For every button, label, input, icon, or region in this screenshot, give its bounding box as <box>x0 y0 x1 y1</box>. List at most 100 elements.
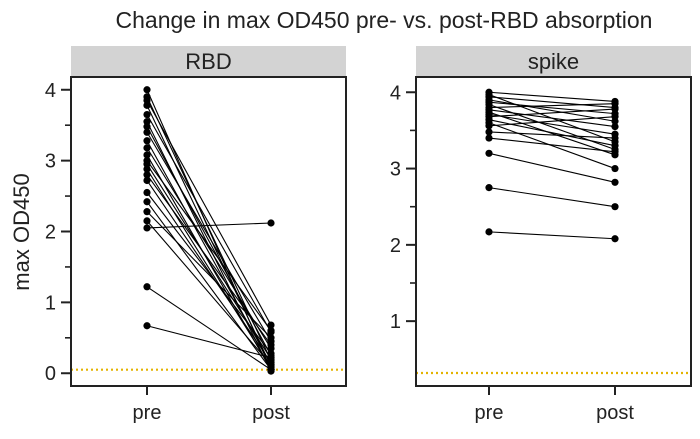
point-pre-rbd-20 <box>143 224 151 232</box>
pair-line-rbd-2 <box>146 100 272 326</box>
point-pre-rbd-2 <box>143 96 151 104</box>
strip-spike <box>416 46 691 77</box>
point-post-rbd-22 <box>267 354 275 362</box>
point-post-rbd-19 <box>267 361 275 369</box>
pair-line-spike-8 <box>488 111 616 156</box>
x-tick-label-spike-0: pre <box>475 402 504 424</box>
y-tick-label-rbd-4: 4 <box>45 80 56 102</box>
pair-line-rbd-4 <box>146 114 272 333</box>
point-pre-rbd-8 <box>143 137 151 145</box>
pair-line-spike-18 <box>488 231 616 240</box>
pair-line-rbd-16 <box>146 192 272 354</box>
point-post-spike-12 <box>611 164 619 173</box>
point-pre-rbd-3 <box>143 101 151 109</box>
point-post-spike-14 <box>611 134 619 142</box>
pair-line-rbd-6 <box>146 126 272 356</box>
pair-line-rbd-7 <box>146 131 272 342</box>
pair-line-rbd-18 <box>146 211 272 339</box>
pair-line-rbd-9 <box>146 147 272 349</box>
point-post-spike-11 <box>611 142 619 150</box>
pair-line-rbd-20 <box>146 222 272 229</box>
x-tick-label-spike-1: post <box>596 402 634 424</box>
pair-line-rbd-8 <box>146 140 272 366</box>
pair-line-rbd-19 <box>146 220 272 366</box>
point-pre-rbd-9 <box>143 144 151 152</box>
pair-line-spike-13 <box>488 116 616 127</box>
point-post-spike-16 <box>611 178 619 186</box>
y-tick-label-spike-1: 2 <box>390 235 401 257</box>
point-post-spike-13 <box>611 113 619 121</box>
y-tick-label-rbd-2: 2 <box>45 222 56 244</box>
point-pre-rbd-4 <box>143 110 151 119</box>
x-tick-label-rbd-0: pre <box>133 402 162 424</box>
pair-line-spike-14 <box>488 131 616 139</box>
point-pre-rbd-5 <box>143 118 151 126</box>
point-post-spike-6 <box>611 100 619 108</box>
point-post-rbd-21 <box>267 366 275 374</box>
point-post-rbd-14 <box>267 341 275 349</box>
point-pre-spike-16 <box>485 149 493 157</box>
point-pre-rbd-17 <box>143 198 151 206</box>
point-post-spike-15 <box>611 148 619 156</box>
strip-rbd <box>71 46 346 77</box>
point-pre-rbd-18 <box>143 208 151 216</box>
figure-title: Change in max OD450 pre- vs. post-RBD ab… <box>116 7 653 33</box>
point-pre-spike-17 <box>485 184 493 192</box>
point-pre-rbd-19 <box>143 217 151 225</box>
point-pre-rbd-6 <box>143 123 151 131</box>
point-pre-rbd-22 <box>143 322 151 330</box>
point-post-spike-17 <box>611 203 619 211</box>
pair-line-spike-9 <box>488 113 616 135</box>
point-pre-spike-14 <box>485 128 493 136</box>
strip-label-spike: spike <box>528 49 579 74</box>
point-post-rbd-2 <box>267 321 275 329</box>
x-tick-label-rbd-1: post <box>252 402 290 424</box>
point-post-rbd-20 <box>267 219 275 227</box>
pair-line-spike-17 <box>488 187 616 208</box>
pair-line-spike-4 <box>488 101 616 115</box>
pair-line-spike-2 <box>488 96 616 109</box>
y-tick-label-rbd-0: 0 <box>45 363 56 385</box>
pair-line-rbd-11 <box>146 160 272 332</box>
point-pre-rbd-7 <box>143 128 151 136</box>
pair-line-spike-5 <box>488 103 616 150</box>
axes-frame-spike <box>415 76 692 387</box>
point-pre-rbd-0 <box>143 86 151 94</box>
pair-line-spike-16 <box>488 152 616 183</box>
pair-line-rbd-13 <box>146 168 272 368</box>
pair-line-spike-12 <box>488 122 616 170</box>
y-tick-label-spike-2: 3 <box>390 159 401 181</box>
point-pre-rbd-15 <box>143 176 151 185</box>
pair-line-rbd-22 <box>146 325 272 359</box>
point-post-spike-10 <box>611 105 619 113</box>
point-pre-rbd-14 <box>143 171 151 179</box>
point-pre-rbd-13 <box>143 165 151 173</box>
point-pre-rbd-21 <box>143 283 151 291</box>
point-pre-spike-13 <box>485 122 493 130</box>
pair-line-spike-6 <box>488 103 616 109</box>
axes-frame-rbd <box>70 76 347 387</box>
pair-line-spike-15 <box>488 137 616 153</box>
panel-rbd: RBD 0 1 2 3 4 pre post <box>45 46 347 424</box>
y-tick-label-rbd-1: 1 <box>45 292 56 314</box>
point-post-rbd-11 <box>267 327 275 335</box>
pair-line-spike-0 <box>488 91 616 102</box>
y-tick-label-rbd-3: 3 <box>45 151 56 173</box>
panel-spike: spike 1 2 3 4 pre post <box>390 46 692 424</box>
pair-line-rbd-21 <box>146 286 272 371</box>
pair-line-rbd-15 <box>146 180 272 363</box>
point-post-spike-18 <box>611 235 619 243</box>
point-post-spike-7 <box>611 122 619 131</box>
point-pre-rbd-16 <box>143 188 151 197</box>
y-axis-label: max OD450 <box>9 173 34 290</box>
strip-label-rbd: RBD <box>185 49 231 74</box>
point-pre-spike-18 <box>485 228 493 236</box>
point-pre-rbd-12 <box>143 160 151 168</box>
pair-line-rbd-17 <box>146 201 272 371</box>
y-tick-label-spike-3: 4 <box>390 82 401 104</box>
point-pre-spike-15 <box>485 134 493 142</box>
pair-line-spike-10 <box>488 108 616 118</box>
y-tick-label-spike-0: 1 <box>390 311 401 333</box>
